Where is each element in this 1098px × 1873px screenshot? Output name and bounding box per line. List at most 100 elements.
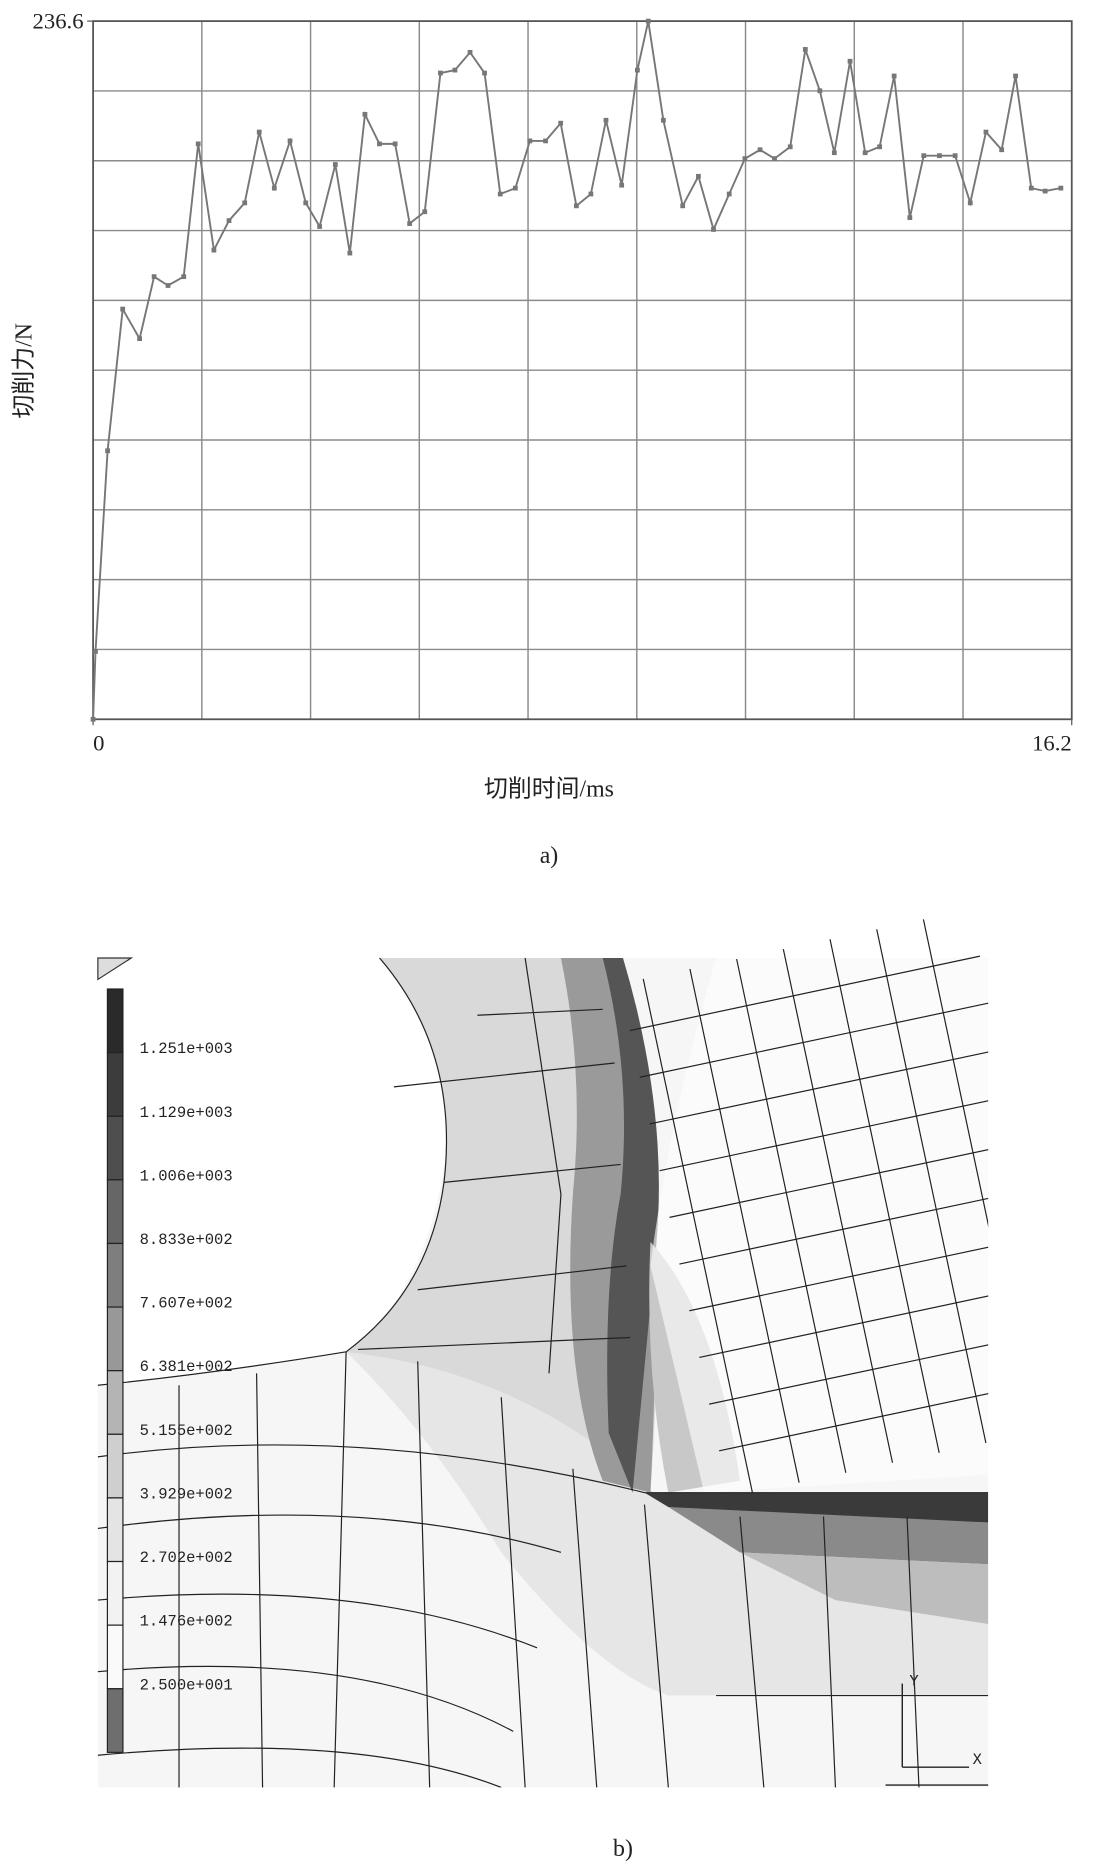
data-point — [983, 129, 989, 135]
legend-label: 1.251e+003 — [140, 1040, 233, 1058]
fem-contour: b) Y X — [97, 919, 1098, 1862]
data-point — [726, 191, 732, 197]
data-point — [392, 141, 398, 147]
data-point — [1013, 73, 1018, 79]
data-point — [877, 144, 883, 150]
data-point — [645, 18, 651, 24]
data-point — [999, 147, 1005, 153]
legend-label: 1.129e+003 — [140, 1104, 233, 1122]
data-point — [226, 218, 232, 223]
data-point — [151, 274, 157, 280]
data-point — [347, 250, 353, 256]
data-point — [422, 209, 428, 215]
data-point — [271, 185, 277, 191]
data-point — [105, 448, 110, 454]
data-point — [711, 227, 716, 232]
data-point — [137, 336, 142, 342]
data-point — [757, 147, 763, 153]
data-point — [660, 117, 666, 123]
data-point — [967, 200, 973, 206]
data-point — [635, 67, 640, 73]
data-point — [787, 144, 793, 150]
data-point — [603, 117, 609, 123]
legend-label: 6.381e+002 — [140, 1358, 233, 1376]
data-point — [573, 203, 579, 209]
data-point — [817, 88, 823, 94]
data-point — [317, 224, 323, 229]
legend-label: 3.929e+002 — [140, 1485, 233, 1503]
legend-label: 8.833e+002 — [140, 1231, 233, 1249]
data-point — [952, 153, 958, 159]
x-tick-label: 16.2 — [1032, 731, 1072, 756]
legend-label: 2.702e+002 — [140, 1549, 233, 1567]
data-point — [847, 58, 853, 64]
data-line — [92, 20, 1062, 720]
legend-swatch — [106, 1115, 124, 1181]
data-point — [696, 173, 701, 179]
data-point — [93, 649, 98, 654]
caption: a) — [540, 843, 559, 869]
data-point — [362, 111, 368, 117]
axis-label: X — [973, 1751, 983, 1769]
data-point — [377, 141, 382, 147]
legend-swatch — [106, 1688, 124, 1753]
y-axis-label: 切削力/N — [11, 323, 38, 418]
data-point — [907, 215, 913, 221]
legend-label: 2.500e+001 — [140, 1676, 233, 1694]
data-point — [1058, 185, 1064, 191]
data-point — [512, 185, 518, 191]
data-point — [802, 47, 808, 52]
data-point — [772, 156, 777, 162]
legend-label: 7.607e+002 — [140, 1295, 233, 1313]
data-point — [452, 67, 458, 73]
y-tick-label: 236.6 — [33, 9, 84, 34]
legend-swatch — [106, 1560, 124, 1626]
legend-swatch — [106, 1242, 124, 1308]
legend-swatch — [106, 1179, 124, 1245]
data-point — [332, 162, 338, 167]
data-point — [862, 150, 868, 156]
data-point — [256, 129, 262, 135]
legend-swatch — [106, 1052, 124, 1117]
data-point — [497, 191, 503, 197]
legend-label: 1.476e+002 — [140, 1613, 233, 1631]
data-point — [543, 138, 548, 144]
data-point — [619, 182, 625, 188]
legend-swatch — [106, 988, 124, 1054]
data-point — [467, 49, 473, 55]
legend-swatch — [106, 1624, 124, 1690]
legend-label: 1.006e+003 — [140, 1167, 233, 1185]
data-point — [1028, 185, 1034, 191]
legend-swatch — [106, 1497, 124, 1563]
data-point — [680, 203, 686, 209]
data-point — [120, 306, 126, 312]
data-point — [891, 73, 897, 79]
x-axis-label: 切削时间/ms — [484, 775, 614, 802]
data-point — [195, 141, 201, 147]
legend-label: 5.155e+002 — [140, 1422, 233, 1440]
data-point — [831, 150, 837, 156]
axis-label: Y — [909, 1672, 919, 1690]
data-point — [438, 70, 443, 76]
data-point — [1042, 188, 1048, 194]
caption: b) — [613, 1836, 633, 1862]
data-point — [558, 120, 564, 126]
x-tick-label: 0 — [93, 731, 104, 756]
data-point — [181, 274, 187, 280]
data-point — [407, 221, 413, 226]
data-point — [527, 138, 533, 144]
legend-swatch — [106, 1433, 124, 1499]
data-point — [482, 70, 487, 76]
data-point — [211, 247, 217, 253]
data-point — [165, 283, 171, 288]
data-point — [303, 200, 309, 206]
data-point — [937, 153, 942, 159]
data-point — [921, 153, 927, 159]
legend-swatch — [106, 1370, 124, 1435]
data-point — [287, 138, 293, 144]
data-point — [588, 191, 594, 197]
data-point — [742, 156, 748, 162]
data-point — [90, 716, 96, 722]
data-point — [242, 200, 248, 206]
